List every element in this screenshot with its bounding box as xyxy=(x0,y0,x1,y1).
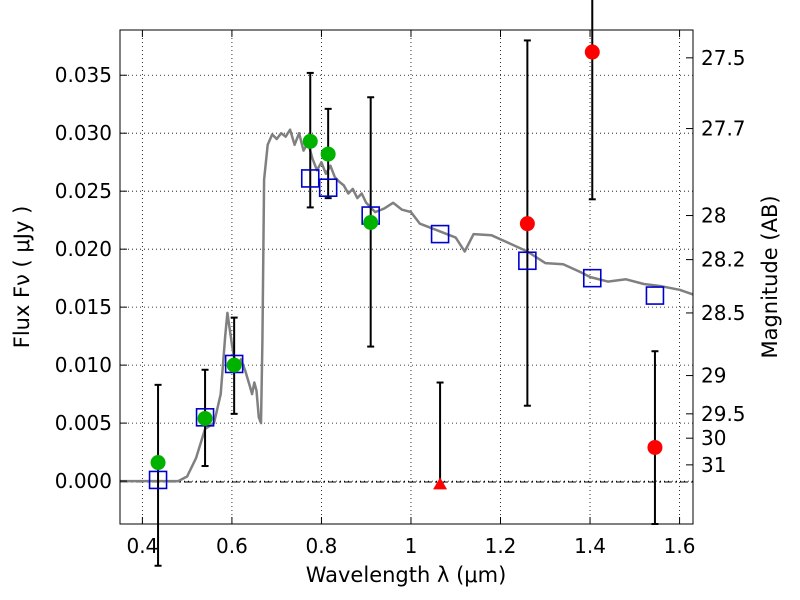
y-tick-label: 0.020 xyxy=(55,237,112,261)
y2-axis-label: Magnitude (AB) xyxy=(758,195,782,358)
low-sn-point xyxy=(647,439,663,455)
plot-frame xyxy=(119,29,694,525)
error-bars-layer xyxy=(154,0,659,567)
detection-point xyxy=(363,214,379,230)
y-axis: 0.000 0.005 0.010 0.015 0.020 0.025 0.030 0.035 xyxy=(55,63,127,493)
x-tick-label: 0.6 xyxy=(216,534,248,558)
y2-tick-label: 28.2 xyxy=(701,248,746,272)
y-tick-label: 0.010 xyxy=(55,353,112,377)
x-tick-label: 0.8 xyxy=(306,534,338,558)
model-photometry-point xyxy=(148,470,168,490)
x-tick-label: 1.6 xyxy=(664,534,696,558)
y2-tick-label: 29 xyxy=(701,364,726,388)
model-photometry-point xyxy=(582,268,602,288)
model-photometry-point xyxy=(645,286,665,305)
y-tick-label: 0.025 xyxy=(55,179,112,203)
x-tick-label: 1.4 xyxy=(574,534,606,558)
detection-point xyxy=(302,133,318,149)
y2-tick-label: 30 xyxy=(701,426,726,450)
detection-point xyxy=(320,146,336,162)
x-tick-label: 0.4 xyxy=(126,534,158,558)
sed-model-layer xyxy=(120,128,693,483)
markers-layer xyxy=(148,44,665,490)
model-photometry-point xyxy=(318,178,338,198)
sed-model-line xyxy=(120,128,693,483)
detection-point xyxy=(226,357,242,373)
y2-tick-label: 27.7 xyxy=(701,117,746,141)
y-tick-label: 0.005 xyxy=(55,411,112,435)
detection-point xyxy=(197,410,213,426)
y-tick-label: 0.030 xyxy=(55,121,112,145)
y-tick-label: 0.035 xyxy=(55,63,112,87)
model-photometry-point xyxy=(518,251,537,271)
y2-tick-label: 29.5 xyxy=(701,402,746,426)
model-photometry-point xyxy=(300,169,320,188)
low-sn-point xyxy=(584,44,600,60)
model-photometry-point xyxy=(430,224,450,244)
y2-tick-label: 28.5 xyxy=(701,301,746,325)
x-axis: 0.4 0.6 0.8 1 1.2 1.4 1.6 xyxy=(126,30,695,558)
y-axis-label: Flux Fν ( μJy ) xyxy=(10,206,34,349)
x-tick-label: 1.2 xyxy=(485,534,517,558)
x-axis-label: Wavelength λ (μm) xyxy=(306,563,507,587)
x-tick-label: 1 xyxy=(405,534,418,558)
y-tick-label: 0.000 xyxy=(55,469,112,493)
y-tick-label: 0.015 xyxy=(55,295,112,319)
y2-axis: 27.5 27.7 28 28.2 28.5 29 29.530 31 xyxy=(686,46,746,477)
y2-tick-label: 27.5 xyxy=(701,46,746,70)
y2-tick-label: 28 xyxy=(701,204,726,228)
detection-point xyxy=(150,455,166,471)
y2-tick-label: 31 xyxy=(701,453,726,477)
upper-limit-point xyxy=(433,477,448,490)
low-sn-point xyxy=(519,216,535,232)
